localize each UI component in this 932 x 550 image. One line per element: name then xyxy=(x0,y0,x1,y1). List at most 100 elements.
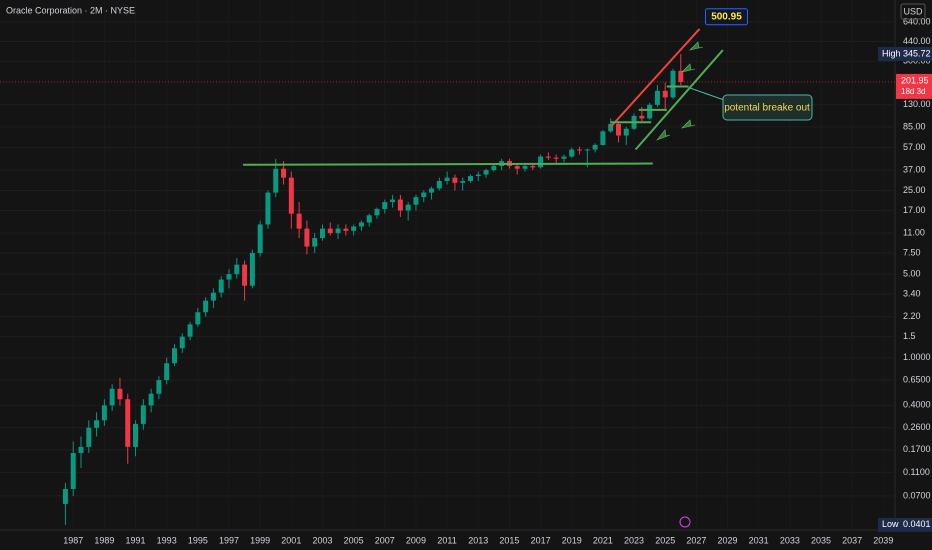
x-tick-label: 2015 xyxy=(499,535,519,545)
high-box xyxy=(878,46,932,61)
candle-body xyxy=(662,90,668,98)
candle-body xyxy=(654,90,660,105)
x-tick-label: 2009 xyxy=(406,535,426,545)
y-tick-label: 25.00 xyxy=(903,185,926,195)
candle-body xyxy=(460,181,466,183)
candle-body xyxy=(390,199,396,203)
candle-body xyxy=(281,168,287,178)
last-price-box xyxy=(896,73,932,99)
y-tick-label: 1.0000 xyxy=(903,352,931,362)
candle-body xyxy=(639,115,645,119)
candle-body xyxy=(623,128,629,136)
arrow xyxy=(681,119,696,129)
x-tick-label: 1989 xyxy=(94,535,114,545)
y-tick-label: 0.1700 xyxy=(903,444,931,454)
y-tick-label: 85.00 xyxy=(903,121,926,131)
candle-body xyxy=(405,204,411,211)
candle-body xyxy=(553,157,559,159)
arrow xyxy=(689,41,704,51)
candle-body xyxy=(569,149,575,157)
x-tick-label: 2003 xyxy=(312,535,332,545)
y-tick-label: 0.2600 xyxy=(903,422,931,432)
candle-body xyxy=(327,228,333,234)
candle-body xyxy=(319,228,325,239)
low-value: 0.0401 xyxy=(903,519,931,529)
x-tick-label: 2027 xyxy=(686,535,706,545)
low-title: Low xyxy=(882,519,899,529)
x-tick-label: 2007 xyxy=(375,535,395,545)
candle-body xyxy=(600,131,606,145)
candle-body xyxy=(156,380,162,394)
high-title: High xyxy=(882,48,901,58)
candle-body xyxy=(577,149,583,151)
candle-body xyxy=(483,170,489,175)
candle-body xyxy=(538,156,544,168)
candle-body xyxy=(234,264,240,275)
candle-body xyxy=(358,222,364,227)
y-tick-label: 7.50 xyxy=(903,247,921,257)
candle-body xyxy=(343,228,349,231)
candle-body xyxy=(125,399,131,447)
candle-body xyxy=(561,156,567,159)
candle-body xyxy=(592,144,598,150)
target-label: 500.95 xyxy=(711,11,742,22)
candle-body xyxy=(187,324,193,337)
x-tick-label: 2029 xyxy=(718,535,738,545)
x-tick-label: 2025 xyxy=(655,535,675,545)
x-tick-label: 2035 xyxy=(811,535,831,545)
candle-body xyxy=(273,168,279,193)
candle-body xyxy=(288,177,294,214)
y-tick-label: 0.0700 xyxy=(903,490,931,500)
arrow xyxy=(656,129,671,141)
x-tick-label: 2019 xyxy=(562,535,582,545)
candle-body xyxy=(436,181,442,189)
callout-box xyxy=(722,94,813,121)
candles xyxy=(62,53,684,525)
y-tick-label: 37.00 xyxy=(903,164,926,174)
candle-body xyxy=(382,202,388,210)
candle-body xyxy=(304,228,310,247)
arrow xyxy=(681,63,696,73)
currency: USD xyxy=(903,6,923,16)
trend-line xyxy=(634,49,724,151)
y-tick-label: 440.00 xyxy=(903,36,931,46)
candle-body xyxy=(397,199,403,211)
y-tick-label: 17.00 xyxy=(903,205,926,215)
x-tick-label: 1987 xyxy=(63,535,83,545)
x-tick-label: 1993 xyxy=(157,535,177,545)
candle-body xyxy=(148,393,154,406)
candle-body xyxy=(179,336,185,349)
candle-body xyxy=(265,192,271,225)
candle-body xyxy=(429,188,435,193)
x-tick-label: 1991 xyxy=(126,535,146,545)
candle-body xyxy=(312,238,318,247)
candle-body xyxy=(171,348,177,364)
candle-body xyxy=(475,174,481,177)
trend-line xyxy=(609,28,701,128)
y-tick-label: 0.1100 xyxy=(903,467,930,477)
x-tick-label: 2011 xyxy=(437,535,456,545)
candle-body xyxy=(133,423,139,447)
y-tick-label: 1.5 xyxy=(903,331,916,341)
y-tick-label: 3.40 xyxy=(903,289,921,299)
y-tick-label: 11.00 xyxy=(903,228,925,238)
grid xyxy=(0,0,895,530)
candle-body xyxy=(109,388,115,406)
arrows xyxy=(656,41,704,141)
trend-line xyxy=(243,162,653,166)
candle-body xyxy=(374,209,380,216)
x-tick-label: 2013 xyxy=(468,535,488,545)
x-tick-label: 2005 xyxy=(344,535,364,545)
candle-body xyxy=(210,292,216,301)
candle-body xyxy=(226,274,232,280)
x-tick-label: 2033 xyxy=(780,535,800,545)
candle-body xyxy=(296,213,302,229)
candle-body xyxy=(366,215,372,223)
high-value: 345.72 xyxy=(903,48,931,58)
x-tick-label: 2037 xyxy=(842,535,862,545)
candle-body xyxy=(94,420,100,428)
candle-body xyxy=(203,300,209,313)
y-tick-label: 2.20 xyxy=(903,311,921,321)
